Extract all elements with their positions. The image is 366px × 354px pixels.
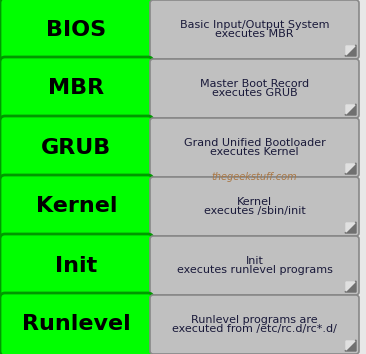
FancyBboxPatch shape (150, 118, 359, 177)
Polygon shape (345, 281, 356, 292)
Polygon shape (346, 282, 355, 291)
Text: Init: Init (55, 256, 98, 275)
Text: Runlevel: Runlevel (22, 314, 131, 335)
Text: executes Kernel: executes Kernel (210, 147, 299, 157)
FancyBboxPatch shape (150, 295, 359, 354)
Polygon shape (346, 105, 355, 114)
Polygon shape (346, 164, 355, 173)
Text: executes GRUB: executes GRUB (212, 88, 297, 98)
FancyBboxPatch shape (150, 59, 359, 118)
FancyBboxPatch shape (150, 0, 359, 59)
Text: BIOS: BIOS (46, 19, 107, 40)
FancyBboxPatch shape (0, 116, 153, 179)
Text: Basic Input/Output System: Basic Input/Output System (180, 20, 329, 30)
FancyBboxPatch shape (150, 236, 359, 295)
Polygon shape (346, 341, 355, 350)
Text: Grand Unified Bootloader: Grand Unified Bootloader (184, 138, 325, 148)
FancyBboxPatch shape (0, 0, 153, 61)
Polygon shape (345, 104, 356, 115)
Polygon shape (345, 163, 356, 174)
FancyBboxPatch shape (0, 293, 153, 354)
Text: executes MBR: executes MBR (215, 29, 294, 39)
Polygon shape (345, 45, 356, 56)
Polygon shape (345, 340, 356, 351)
Text: Master Boot Record: Master Boot Record (200, 79, 309, 89)
Polygon shape (346, 46, 355, 55)
Text: thegeekstuff.com: thegeekstuff.com (212, 172, 297, 182)
Text: executed from /etc/rc.d/rc*.d/: executed from /etc/rc.d/rc*.d/ (172, 324, 337, 334)
FancyBboxPatch shape (0, 57, 153, 120)
Text: executes /sbin/init: executes /sbin/init (203, 206, 305, 216)
Polygon shape (345, 222, 356, 233)
FancyBboxPatch shape (150, 177, 359, 236)
Polygon shape (346, 223, 355, 232)
Text: MBR: MBR (48, 79, 105, 98)
Text: Kernel: Kernel (237, 197, 272, 207)
FancyBboxPatch shape (0, 175, 153, 238)
Text: GRUB: GRUB (41, 137, 112, 158)
FancyBboxPatch shape (0, 234, 153, 297)
Text: executes runlevel programs: executes runlevel programs (176, 265, 332, 275)
Text: Kernel: Kernel (36, 196, 117, 217)
Text: Init: Init (246, 256, 264, 266)
Text: Runlevel programs are: Runlevel programs are (191, 315, 318, 325)
